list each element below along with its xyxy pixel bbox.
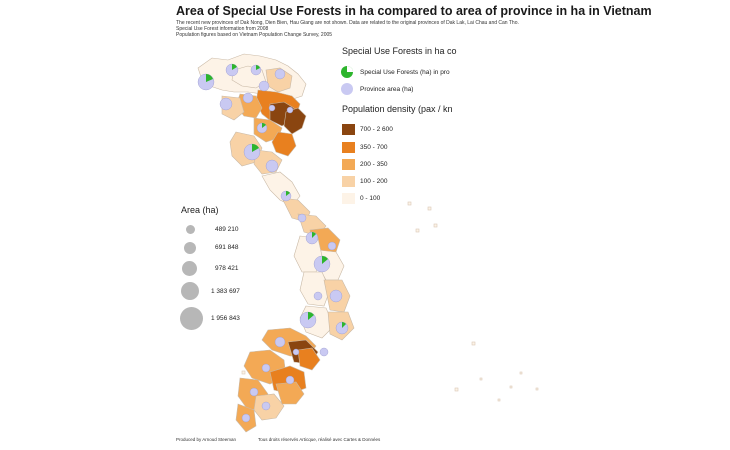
island-shapes	[241, 201, 539, 402]
note-line: Population figures based on Vietnam Popu…	[176, 32, 333, 38]
area-value-label: 1 956 843	[211, 315, 240, 322]
area-circle-icon	[180, 307, 203, 330]
forest-sectors	[206, 64, 346, 328]
forest-legend-title: Special Use Forests in ha co	[342, 46, 457, 56]
density-label: 200 - 350	[360, 161, 388, 168]
density-swatch	[342, 159, 355, 170]
forest-legend-label: Special Use Forests (ha) in pro	[360, 69, 450, 76]
footer-rights: Tous droits réservés Articque, réalisé a…	[258, 437, 381, 442]
area-value-label: 489 210	[215, 226, 239, 233]
area-circle-icon	[181, 282, 199, 300]
density-swatch	[342, 124, 355, 135]
province-shapes	[197, 53, 355, 433]
density-swatch	[342, 193, 355, 204]
area-circle-icon	[182, 261, 197, 276]
density-label: 0 - 100	[360, 195, 381, 202]
area-value-label: 978 421	[215, 265, 239, 272]
area-value-label: 691 848	[215, 244, 239, 251]
green-pie-icon	[341, 66, 353, 78]
density-label: 350 - 700	[360, 144, 388, 151]
density-label: 700 - 2 600	[360, 126, 393, 133]
area-circle-icon	[186, 225, 195, 234]
density-label: 100 - 200	[360, 178, 388, 185]
map-notes: The recent new provinces of Dak Nong, Di…	[176, 20, 519, 38]
note-line: Special Use Forest information from 2008	[176, 26, 269, 32]
density-swatch	[342, 142, 355, 153]
lavender-circle-icon	[341, 83, 353, 95]
area-legend-title: Area (ha)	[181, 205, 219, 215]
footer-producer: Produced by Arnoud Steeman	[176, 437, 237, 442]
density-legend-title: Population density (pax / kn	[342, 104, 453, 114]
map-title: Area of Special Use Forests in ha compar…	[176, 4, 652, 18]
province-area-label: Province area (ha)	[360, 86, 414, 93]
note-line: The recent new provinces of Dak Nong, Di…	[176, 20, 519, 26]
area-circle-icon	[184, 242, 196, 254]
area-value-label: 1 383 697	[211, 288, 240, 295]
density-swatch	[342, 176, 355, 187]
